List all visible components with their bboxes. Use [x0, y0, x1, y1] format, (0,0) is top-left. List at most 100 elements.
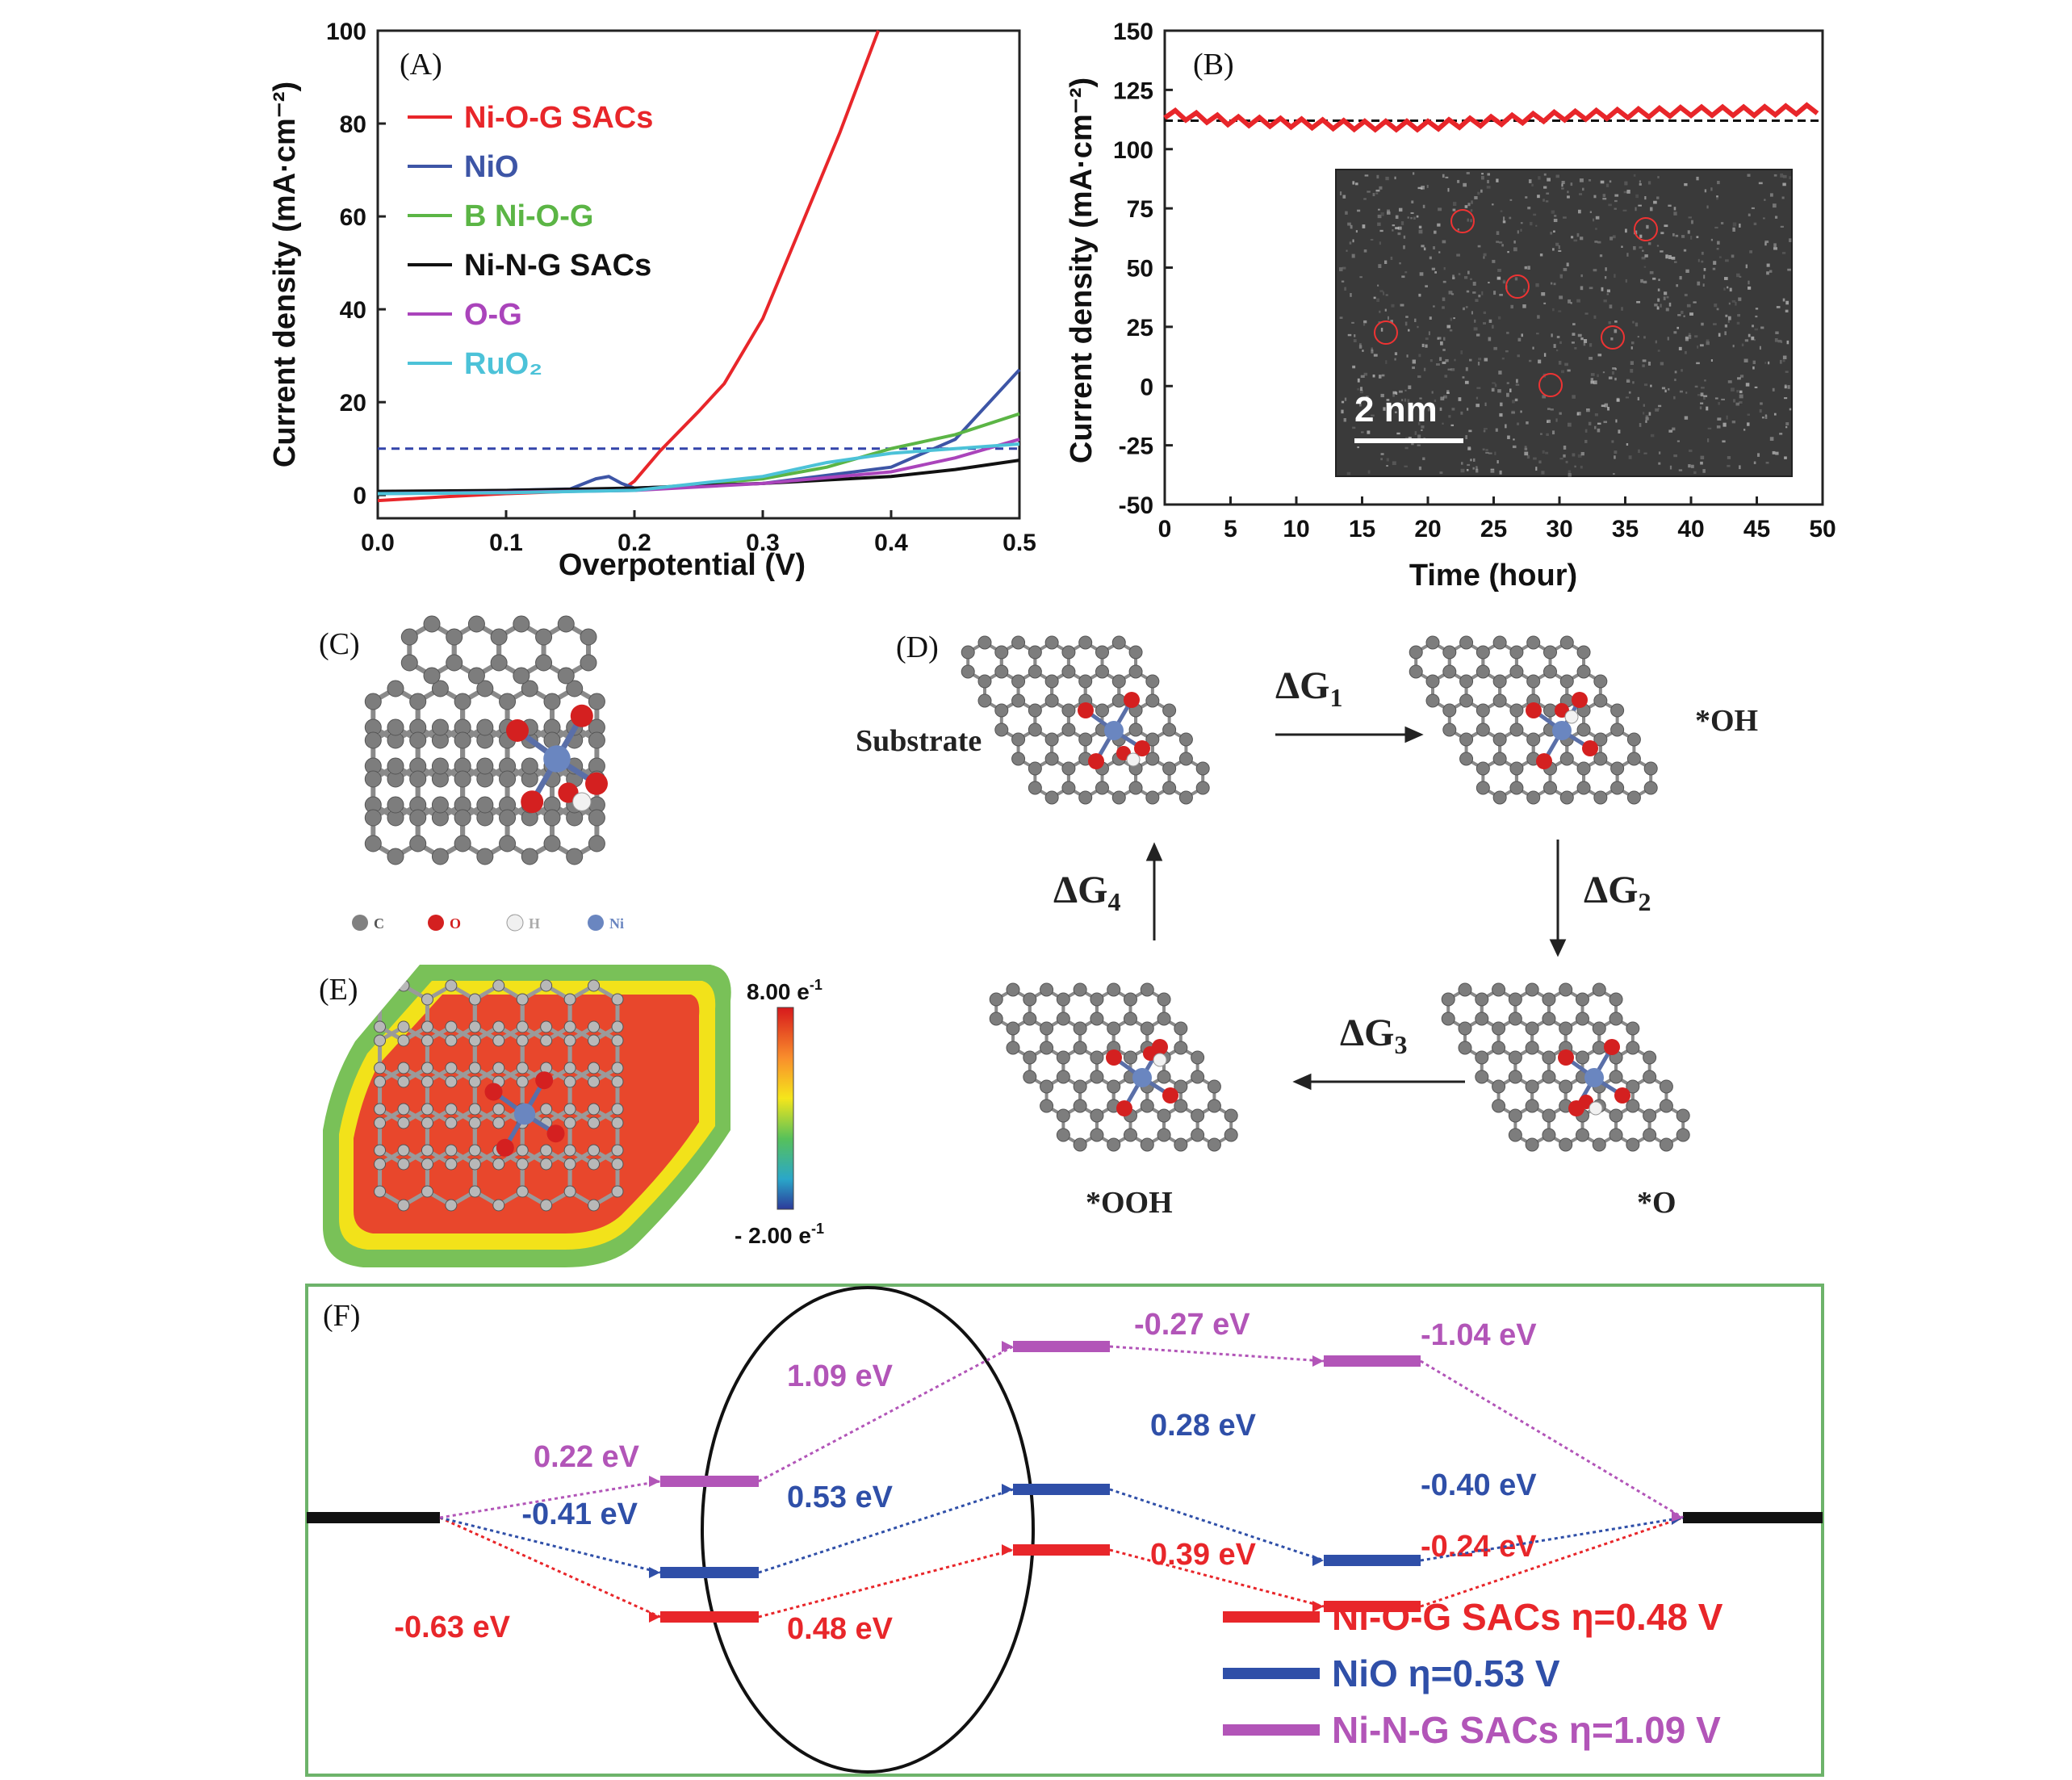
carbon-atom [492, 1199, 505, 1212]
oxygen-atom [1078, 702, 1094, 718]
single-atom-circle [1505, 274, 1530, 299]
panel-b-x-tick-label: 5 [1224, 516, 1237, 542]
carbon-atom [1643, 781, 1658, 795]
carbon-atom [1626, 1041, 1640, 1055]
carbon-atom [1028, 664, 1042, 679]
carbon-atom [1559, 635, 1574, 650]
panel-b-axes: 0 5 10 15 20 25 30 35 40 45 50 -50 -25 0 25 50 75 100 125 1… [1113, 19, 1836, 542]
carbon-atom [421, 1020, 433, 1033]
carbon-atom [1492, 1099, 1506, 1113]
oxygen-atom [1088, 753, 1104, 769]
carbon-atom [1073, 982, 1087, 997]
carbon-atom [1028, 703, 1042, 718]
carbon-atom [1157, 1070, 1171, 1084]
carbon-atom [1458, 1041, 1472, 1055]
carbon-atom [563, 1020, 576, 1033]
panel-a-legend: Ni-O-G SACs NiO B Ni-O-G Ni-N-G SACs O-G RuO₂ [408, 101, 653, 381]
panel-a-label: (A) [400, 48, 442, 82]
oxygen-atom [1582, 740, 1598, 756]
panel-b-chart: (B) 2 nm 0 5 10 15 20 25 30 35 40 45 50 -50 -25 0 25 50… [1065, 19, 1836, 593]
energy-change-label: -0.27 eV [1134, 1308, 1250, 1342]
carbon-atom [1542, 645, 1557, 660]
carbon-atom [516, 1062, 529, 1074]
hydrogen-atom [1589, 1101, 1603, 1116]
carbon-atom [1040, 1079, 1054, 1094]
panel-b-x-axis-title: Time (hour) [1409, 559, 1577, 593]
carbon-atom [421, 1144, 433, 1157]
carbon-atom [563, 993, 576, 1006]
carbon-atom [1508, 992, 1522, 1007]
carbon-atom [492, 1158, 505, 1171]
carbon-atom [1459, 752, 1474, 766]
carbon-atom [1128, 722, 1143, 737]
carbon-atom [977, 635, 992, 650]
carbon-atom [468, 1158, 481, 1171]
carbon-atom [1056, 992, 1070, 1007]
charge-map-lattice [374, 979, 624, 1212]
carbon-atom [1073, 1079, 1087, 1094]
carbon-atom [1078, 790, 1093, 805]
panel-a-x-tick-label: 0.0 [361, 530, 395, 556]
carbon-atom [1107, 982, 1121, 997]
energy-arrowhead [649, 1567, 660, 1578]
carbon-atom [543, 809, 561, 827]
carbon-atom [364, 731, 382, 749]
carbon-atom [374, 1103, 387, 1116]
carbon-atom [543, 693, 561, 710]
energy-arrowhead [1312, 1555, 1324, 1566]
carbon-atom [563, 1144, 576, 1157]
carbon-atom [1157, 1128, 1171, 1142]
ni-o-center [1558, 1039, 1630, 1116]
carbon-atom [611, 993, 624, 1006]
carbon-atom [397, 1075, 410, 1088]
carbon-atom [1207, 1099, 1221, 1113]
carbon-atom [1006, 1021, 1020, 1036]
carbon-atom [1140, 1021, 1154, 1036]
carbon-atom [588, 1020, 601, 1033]
carbon-atom [1224, 1128, 1238, 1142]
carbon-atom [543, 835, 561, 852]
carbon-atom [1095, 781, 1109, 795]
carbon-atom [1643, 1050, 1657, 1065]
carbon-atom [1576, 664, 1591, 679]
carbon-atom [1492, 674, 1507, 689]
oxygen-atom [1558, 1049, 1574, 1066]
panel-a-x-tick-label: 0.5 [1003, 530, 1036, 556]
carbon-atom [1011, 752, 1026, 766]
panel-b-x-tick-label: 50 [1809, 516, 1835, 542]
carbon-atom [535, 628, 553, 646]
carbon-atom [1123, 1050, 1137, 1065]
cycle-arrows [1145, 726, 1567, 1091]
carbon-atom [1409, 645, 1423, 660]
carbon-atom [977, 693, 992, 708]
carbon-atom [364, 809, 382, 827]
carbon-atom [397, 1199, 410, 1212]
single-atom-circle [1634, 217, 1658, 241]
carbon-atom [611, 1020, 624, 1033]
carbon-atom [1128, 781, 1143, 795]
carbon-atom [1078, 635, 1093, 650]
carbon-atom [1028, 645, 1042, 660]
carbon-atom [421, 1103, 433, 1116]
energy-transition [1420, 1516, 1684, 1562]
carbon-atom [521, 848, 538, 865]
carbon-atom [1023, 1050, 1037, 1065]
carbon-atom [540, 1144, 553, 1157]
panel-a-series-lines [377, 30, 1021, 503]
carbon-atom [1492, 732, 1507, 747]
carbon-atom [1459, 693, 1474, 708]
carbon-atom [1476, 703, 1490, 718]
carbon-atom [588, 731, 605, 749]
carbon-atom [476, 848, 494, 865]
carbon-atom [1559, 1079, 1573, 1094]
carbon-atom [1425, 693, 1440, 708]
carbon-atom [1508, 1050, 1522, 1065]
panel-a-series-line [377, 442, 1020, 496]
energy-arrowhead [649, 1476, 660, 1487]
carbon-atom [1174, 1041, 1188, 1055]
carbon-atom [1643, 1070, 1657, 1084]
panel-a-legend-entry: Ni-O-G SACs [464, 101, 653, 135]
carbon-atom [374, 1144, 387, 1157]
panel-a-y-tick-label: 60 [340, 204, 366, 231]
carbon-atom [397, 979, 410, 992]
